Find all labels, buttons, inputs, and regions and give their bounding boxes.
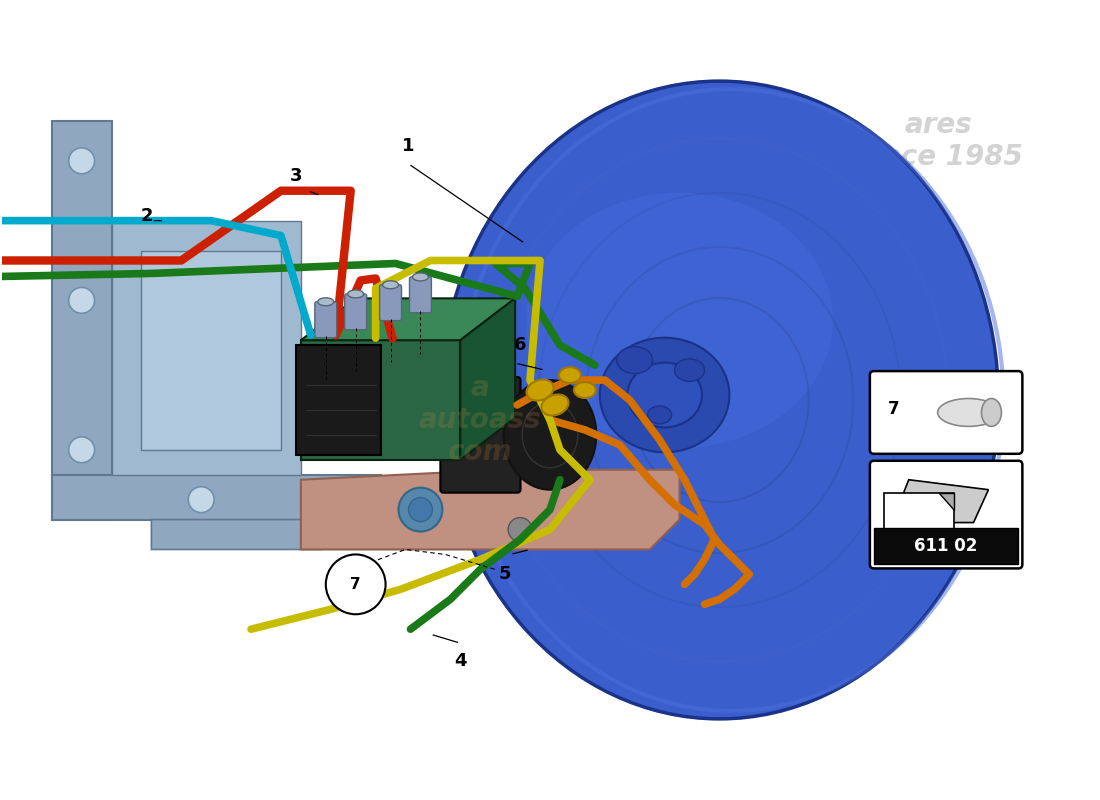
- Polygon shape: [296, 345, 381, 455]
- Ellipse shape: [412, 273, 428, 281]
- Circle shape: [326, 554, 386, 614]
- Polygon shape: [938, 493, 954, 510]
- Circle shape: [68, 148, 95, 174]
- Text: 7: 7: [351, 577, 361, 592]
- Ellipse shape: [318, 298, 333, 306]
- Polygon shape: [892, 480, 989, 522]
- FancyBboxPatch shape: [440, 377, 520, 493]
- Ellipse shape: [617, 346, 652, 374]
- Polygon shape: [111, 221, 301, 474]
- Circle shape: [68, 437, 95, 462]
- Text: 3: 3: [289, 166, 302, 185]
- Polygon shape: [883, 493, 954, 530]
- FancyBboxPatch shape: [409, 277, 431, 313]
- Bar: [873, 527, 1019, 565]
- Ellipse shape: [627, 362, 702, 427]
- Ellipse shape: [600, 338, 729, 452]
- FancyBboxPatch shape: [870, 371, 1022, 454]
- Circle shape: [308, 486, 333, 513]
- Ellipse shape: [559, 367, 581, 383]
- FancyBboxPatch shape: [315, 302, 337, 338]
- Ellipse shape: [527, 379, 553, 401]
- Polygon shape: [301, 298, 515, 340]
- FancyBboxPatch shape: [870, 461, 1022, 569]
- Ellipse shape: [526, 193, 833, 448]
- Circle shape: [68, 287, 95, 314]
- Polygon shape: [301, 470, 680, 550]
- Text: 1: 1: [403, 137, 415, 155]
- Ellipse shape: [574, 382, 596, 398]
- Circle shape: [398, 488, 442, 531]
- Polygon shape: [152, 519, 351, 550]
- Text: ares
since 1985: ares since 1985: [855, 110, 1023, 171]
- Polygon shape: [52, 474, 381, 519]
- Ellipse shape: [504, 380, 596, 490]
- Ellipse shape: [648, 406, 672, 424]
- FancyBboxPatch shape: [379, 285, 401, 321]
- Polygon shape: [460, 298, 515, 460]
- Text: a
autoass
com: a autoass com: [419, 374, 541, 466]
- Text: 6: 6: [514, 336, 527, 354]
- FancyBboxPatch shape: [344, 294, 366, 330]
- Ellipse shape: [937, 398, 1000, 426]
- Polygon shape: [52, 121, 111, 519]
- Ellipse shape: [981, 398, 1001, 426]
- Polygon shape: [301, 340, 460, 460]
- Ellipse shape: [541, 394, 569, 415]
- Circle shape: [508, 518, 532, 542]
- Text: 5: 5: [499, 566, 512, 583]
- Polygon shape: [142, 250, 280, 450]
- Text: 2: 2: [140, 206, 153, 225]
- Circle shape: [188, 486, 214, 513]
- Ellipse shape: [348, 290, 364, 298]
- Ellipse shape: [674, 359, 704, 382]
- Text: 7: 7: [888, 400, 900, 418]
- Ellipse shape: [383, 281, 398, 289]
- Circle shape: [408, 498, 432, 522]
- Text: 611 02: 611 02: [914, 537, 978, 555]
- Text: 4: 4: [454, 652, 466, 670]
- Ellipse shape: [440, 81, 999, 719]
